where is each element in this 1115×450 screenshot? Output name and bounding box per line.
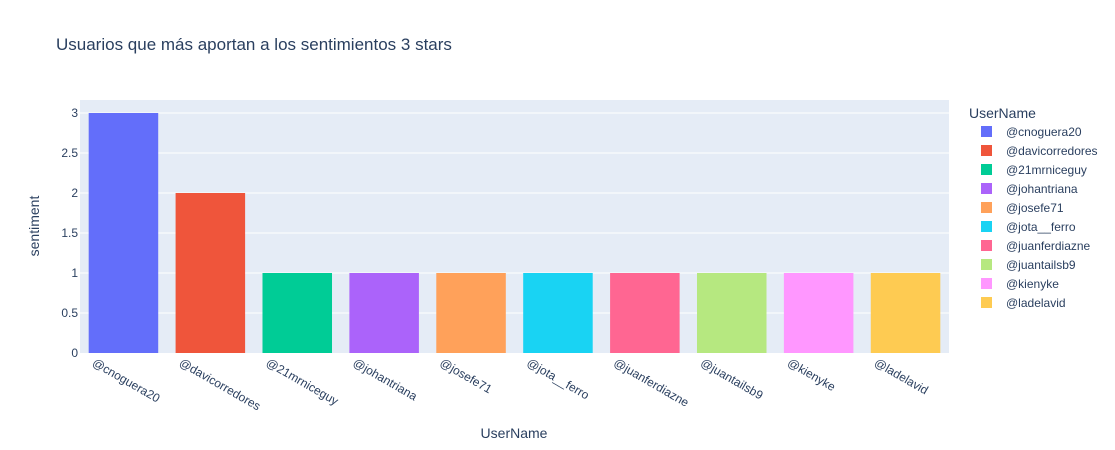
- legend-swatch[interactable]: [981, 297, 992, 308]
- legend-swatch[interactable]: [981, 126, 992, 137]
- legend-label[interactable]: @21mrniceguy: [1006, 163, 1087, 177]
- x-tick-label: @juantailsb9: [698, 355, 766, 402]
- x-axis-title: UserName: [481, 425, 548, 441]
- bar-juanferdiazne[interactable]: [610, 273, 680, 353]
- x-tick-label: @juanferdiazne: [611, 355, 691, 409]
- bar-kienyke[interactable]: [783, 273, 854, 353]
- x-tick-label: @davicorredores: [177, 355, 263, 413]
- legend-label[interactable]: @juantailsb9: [1006, 258, 1076, 272]
- legend: UserName @cnoguera20 @davicorredores @21mr…: [969, 105, 1098, 310]
- x-tick-label: @johantriana: [351, 355, 420, 403]
- y-tick-label: 1.5: [61, 226, 78, 240]
- y-tick-label: 1: [71, 266, 78, 280]
- legend-swatch[interactable]: [981, 202, 992, 213]
- x-tick-label: @cnoguera20: [90, 355, 163, 405]
- legend-swatch[interactable]: [981, 183, 992, 194]
- legend-swatch[interactable]: [981, 240, 992, 251]
- legend-swatch[interactable]: [981, 164, 992, 175]
- legend-label[interactable]: @josefe71: [1006, 201, 1064, 215]
- y-tick-label: 3: [71, 106, 78, 120]
- y-tick-label: 2: [71, 186, 78, 200]
- legend-label[interactable]: @johantriana: [1006, 182, 1078, 196]
- legend-label[interactable]: @cnoguera20: [1006, 125, 1082, 139]
- legend-swatch[interactable]: [981, 145, 992, 156]
- x-tick-label: @josefe71: [438, 355, 495, 396]
- bar-21mrniceguy[interactable]: [262, 273, 333, 353]
- legend-label[interactable]: @kienyke: [1006, 277, 1059, 291]
- bar-juantailsb9[interactable]: [696, 273, 767, 353]
- legend-swatch[interactable]: [981, 259, 992, 270]
- y-tick-label: 0: [71, 346, 78, 360]
- bar-davicorredores[interactable]: [175, 193, 246, 353]
- y-tick-label: 0.5: [61, 306, 78, 320]
- legend-swatch[interactable]: [981, 221, 992, 232]
- bar-johantriana[interactable]: [349, 273, 419, 353]
- bar-cnoguera20[interactable]: [88, 113, 159, 353]
- x-tick-label: @jota__ferro: [524, 355, 592, 402]
- legend-label[interactable]: @davicorredores: [1006, 144, 1098, 158]
- legend-items: @cnoguera20 @davicorredores @21mrniceguy @j…: [981, 125, 1098, 310]
- x-tick-label: @21mrniceguy: [264, 355, 341, 408]
- bar-ladelavid[interactable]: [870, 273, 941, 353]
- legend-swatch[interactable]: [981, 278, 992, 289]
- y-axis-title: sentiment: [26, 196, 42, 257]
- bar-jotaferro[interactable]: [523, 273, 593, 353]
- y-tick-label: 2.5: [61, 146, 78, 160]
- bar-josefe71[interactable]: [436, 273, 506, 353]
- chart-title: Usuarios que más aportan a los sentimien…: [56, 35, 452, 54]
- legend-label[interactable]: @ladelavid: [1006, 296, 1066, 310]
- bars: [88, 113, 941, 353]
- legend-label[interactable]: @jota__ferro: [1006, 220, 1076, 234]
- x-axis-ticks: @cnoguera20 @davicorredores @21mrniceguy @j…: [90, 355, 931, 413]
- x-tick-label: @ladelavid: [872, 355, 931, 397]
- x-tick-label: @kienyke: [785, 355, 838, 394]
- legend-label[interactable]: @juanferdiazne: [1006, 239, 1091, 253]
- y-axis-ticks: 0 0.5 1 1.5 2 2.5 3: [61, 106, 78, 360]
- legend-title: UserName: [969, 105, 1036, 121]
